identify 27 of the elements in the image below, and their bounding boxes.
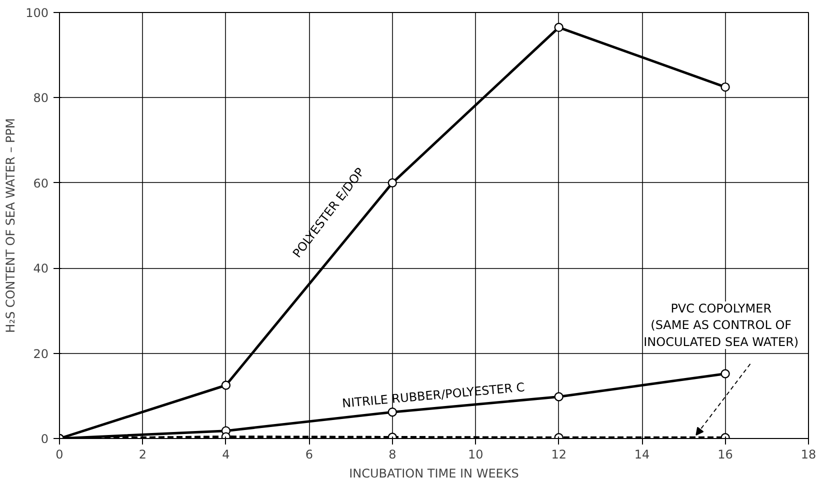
x-tick-label: 6 xyxy=(305,448,313,462)
y-tick-label: 60 xyxy=(33,176,49,190)
x-tick-label: 10 xyxy=(468,448,484,462)
y-tick-label: 20 xyxy=(33,346,49,361)
x-tick-label: 16 xyxy=(718,448,733,462)
y-tick-label: 0 xyxy=(40,432,49,446)
point xyxy=(720,369,730,378)
y-tick-label: 40 xyxy=(33,262,49,276)
x-tick-label: 12 xyxy=(551,448,566,462)
x-axis-title: INCUBATION TIME IN WEEKS xyxy=(349,466,519,480)
point xyxy=(554,22,564,32)
y-tick-label: 100 xyxy=(26,6,48,20)
text: PVC COPOLYMER (SAME AS CONTROL OF INOCULATED SEA WATER) xyxy=(644,301,799,350)
point xyxy=(221,380,231,390)
point xyxy=(388,178,397,188)
x-tick-label: 2 xyxy=(138,448,147,462)
x-tick-label: 4 xyxy=(222,448,230,462)
point xyxy=(388,407,397,417)
x-tick-label: 14 xyxy=(634,448,650,462)
x-tick-label: 18 xyxy=(800,448,816,462)
point xyxy=(720,82,730,92)
y-axis-title: H₂S CONTENT OF SEA WATER – PPM xyxy=(4,118,18,333)
text: NITRILE RUBBER/POLYESTER C xyxy=(342,380,526,411)
point xyxy=(554,392,564,402)
y-tick-label: 80 xyxy=(33,91,49,106)
x-tick-label: 8 xyxy=(388,448,396,462)
x-tick-label: 0 xyxy=(56,448,64,462)
